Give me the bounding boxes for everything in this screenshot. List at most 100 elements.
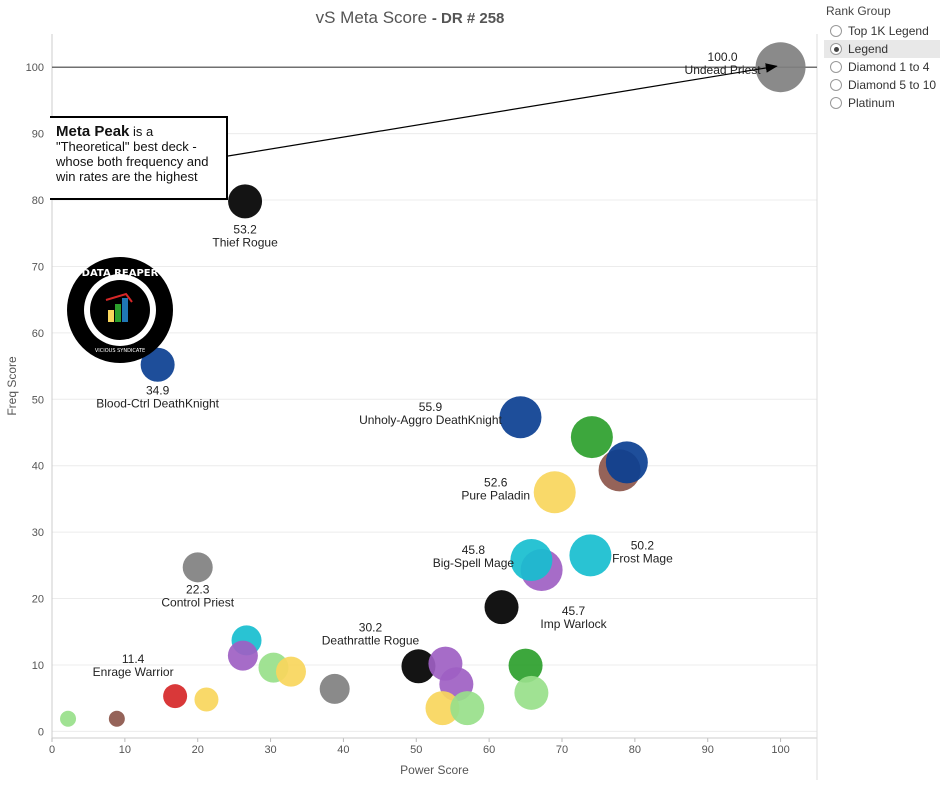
- scatter-point: [508, 648, 543, 683]
- svg-text:DATA REAPER: DATA REAPER: [82, 268, 159, 279]
- scatter-point: [275, 656, 306, 687]
- legend-option-label: Legend: [848, 42, 889, 56]
- x-tick-label: 20: [192, 744, 204, 756]
- scatter-point: [605, 441, 648, 484]
- scatter-point: [163, 684, 188, 709]
- point-name-label: Frost Mage: [612, 551, 673, 565]
- scatter-point: [484, 590, 519, 625]
- legend-option-diamond-1-to-4[interactable]: Diamond 1 to 4: [824, 58, 940, 76]
- scatter-chart: 0 10 20 30 40 50 60 70 80 90 100 0 10 20 30 40 50 60 70 80 9…: [5, 34, 818, 780]
- callout-text-3: whose both frequency and: [56, 154, 209, 169]
- legend-option-legend[interactable]: Legend: [824, 40, 940, 58]
- point-name-label: Blood-Ctrl DeathKnight: [96, 397, 219, 411]
- point-name-label: Enrage Warrior: [93, 665, 174, 679]
- legend-option-label: Platinum: [848, 96, 895, 110]
- point-value-label: 52.6: [484, 475, 508, 489]
- legend-option-label: Diamond 1 to 4: [848, 60, 930, 74]
- x-tick-label: 30: [264, 744, 276, 756]
- callout-text-1: is a: [129, 124, 154, 139]
- x-tick-label: 50: [410, 744, 422, 756]
- y-tick-label: 80: [32, 195, 44, 207]
- y-tick-label: 0: [38, 726, 44, 738]
- scatter-point: [140, 347, 175, 382]
- y-tick-label: 100: [26, 62, 44, 74]
- callout-text-2: "Theoretical" best deck -: [56, 139, 197, 154]
- x-tick-label: 100: [771, 744, 789, 756]
- callout-arrow: [227, 63, 778, 157]
- scatter-point: [194, 687, 219, 712]
- point-value-label: 50.2: [631, 538, 655, 552]
- scatter-point: [450, 691, 485, 726]
- x-axis-label: Power Score: [400, 763, 469, 777]
- scatter-point: [425, 691, 460, 726]
- point-name-label: Thief Rogue: [212, 235, 278, 249]
- y-axis-label: Freq Score: [5, 356, 19, 416]
- chart-title-sub: DR # 258: [441, 10, 505, 27]
- y-tick-label: 20: [32, 594, 44, 606]
- y-tick-label: 90: [32, 129, 44, 141]
- x-tick-label: 60: [483, 744, 495, 756]
- scatter-point: [569, 534, 612, 577]
- point-name-label: Deathrattle Rogue: [322, 633, 420, 647]
- scatter-point: [227, 640, 258, 671]
- radio-icon: [830, 43, 842, 55]
- legend-option-diamond-5-to-10[interactable]: Diamond 5 to 10: [824, 76, 940, 94]
- scatter-point: [755, 42, 806, 93]
- chart-title: vS Meta Score - DR # 258: [315, 8, 505, 27]
- scatter-point: [401, 649, 436, 684]
- callout-bold: Meta Peak: [56, 123, 130, 140]
- point-name-label: Big-Spell Mage: [433, 556, 515, 570]
- scatter-point: [228, 184, 263, 219]
- point-value-label: 34.9: [146, 384, 170, 398]
- y-tick-label: 60: [32, 328, 44, 340]
- point-value-label: 11.4: [122, 652, 145, 666]
- scatter-point: [60, 710, 77, 727]
- point-name-label: Unholy-Aggro DeathKnight: [359, 413, 502, 427]
- legend-option-label: Top 1K Legend: [848, 24, 929, 38]
- scatter-point: [533, 471, 576, 514]
- point-name-label: Pure Paladin: [461, 488, 530, 502]
- x-tick-label: 90: [702, 744, 714, 756]
- data-reaper-logo: DATA REAPER VICIOUS SYNDICATE: [66, 256, 174, 364]
- scatter-point: [499, 396, 542, 439]
- radio-icon: [830, 97, 842, 109]
- x-tick-label: 10: [119, 744, 131, 756]
- scatter-point: [510, 539, 553, 582]
- scatter-point: [514, 675, 549, 710]
- point-value-label: 53.2: [233, 222, 257, 236]
- radio-icon: [830, 25, 842, 37]
- point-value-label: 22.3: [186, 582, 210, 596]
- legend-option-label: Diamond 5 to 10: [848, 78, 937, 92]
- radio-icon: [830, 61, 842, 73]
- legend-option-platinum[interactable]: Platinum: [824, 94, 940, 112]
- point-value-label: 45.8: [462, 543, 486, 557]
- point-value-label: 55.9: [419, 400, 443, 414]
- y-tick-label: 70: [32, 261, 44, 273]
- x-tick-label: 40: [337, 744, 349, 756]
- legend-title: Rank Group: [826, 4, 891, 18]
- point-value-label: 30.2: [359, 620, 383, 634]
- legend-option-top-1k-legend[interactable]: Top 1K Legend: [824, 22, 940, 40]
- point-value-label: 100.0: [708, 50, 738, 64]
- scatter-point: [108, 710, 125, 727]
- y-tick-label: 50: [32, 394, 44, 406]
- radio-icon: [830, 79, 842, 91]
- callout-text-4: win rates are the highest: [56, 169, 198, 184]
- svg-text:VICIOUS SYNDICATE: VICIOUS SYNDICATE: [95, 348, 145, 354]
- scatter-point: [182, 552, 213, 583]
- y-tick-label: 40: [32, 461, 44, 473]
- point-name-label: Undead Priest: [685, 63, 762, 77]
- rank-group-legend: Rank Group Top 1K Legend Legend Diamond 1 …: [824, 2, 940, 112]
- x-tick-label: 0: [49, 744, 55, 756]
- point-name-label: Control Priest: [161, 595, 234, 609]
- y-tick-label: 10: [32, 660, 44, 672]
- point-name-label: Imp Warlock: [540, 617, 607, 631]
- chart-title-main: vS Meta Score: [315, 8, 428, 27]
- x-tick-label: 70: [556, 744, 568, 756]
- point-value-label: 45.7: [562, 604, 586, 618]
- y-tick-label: 30: [32, 527, 44, 539]
- scatter-point: [570, 416, 613, 459]
- x-tick-label: 80: [629, 744, 641, 756]
- meta-peak-callout: Meta Peak is a "Theoretical" best deck -…: [50, 116, 228, 200]
- scatter-point: [319, 673, 350, 704]
